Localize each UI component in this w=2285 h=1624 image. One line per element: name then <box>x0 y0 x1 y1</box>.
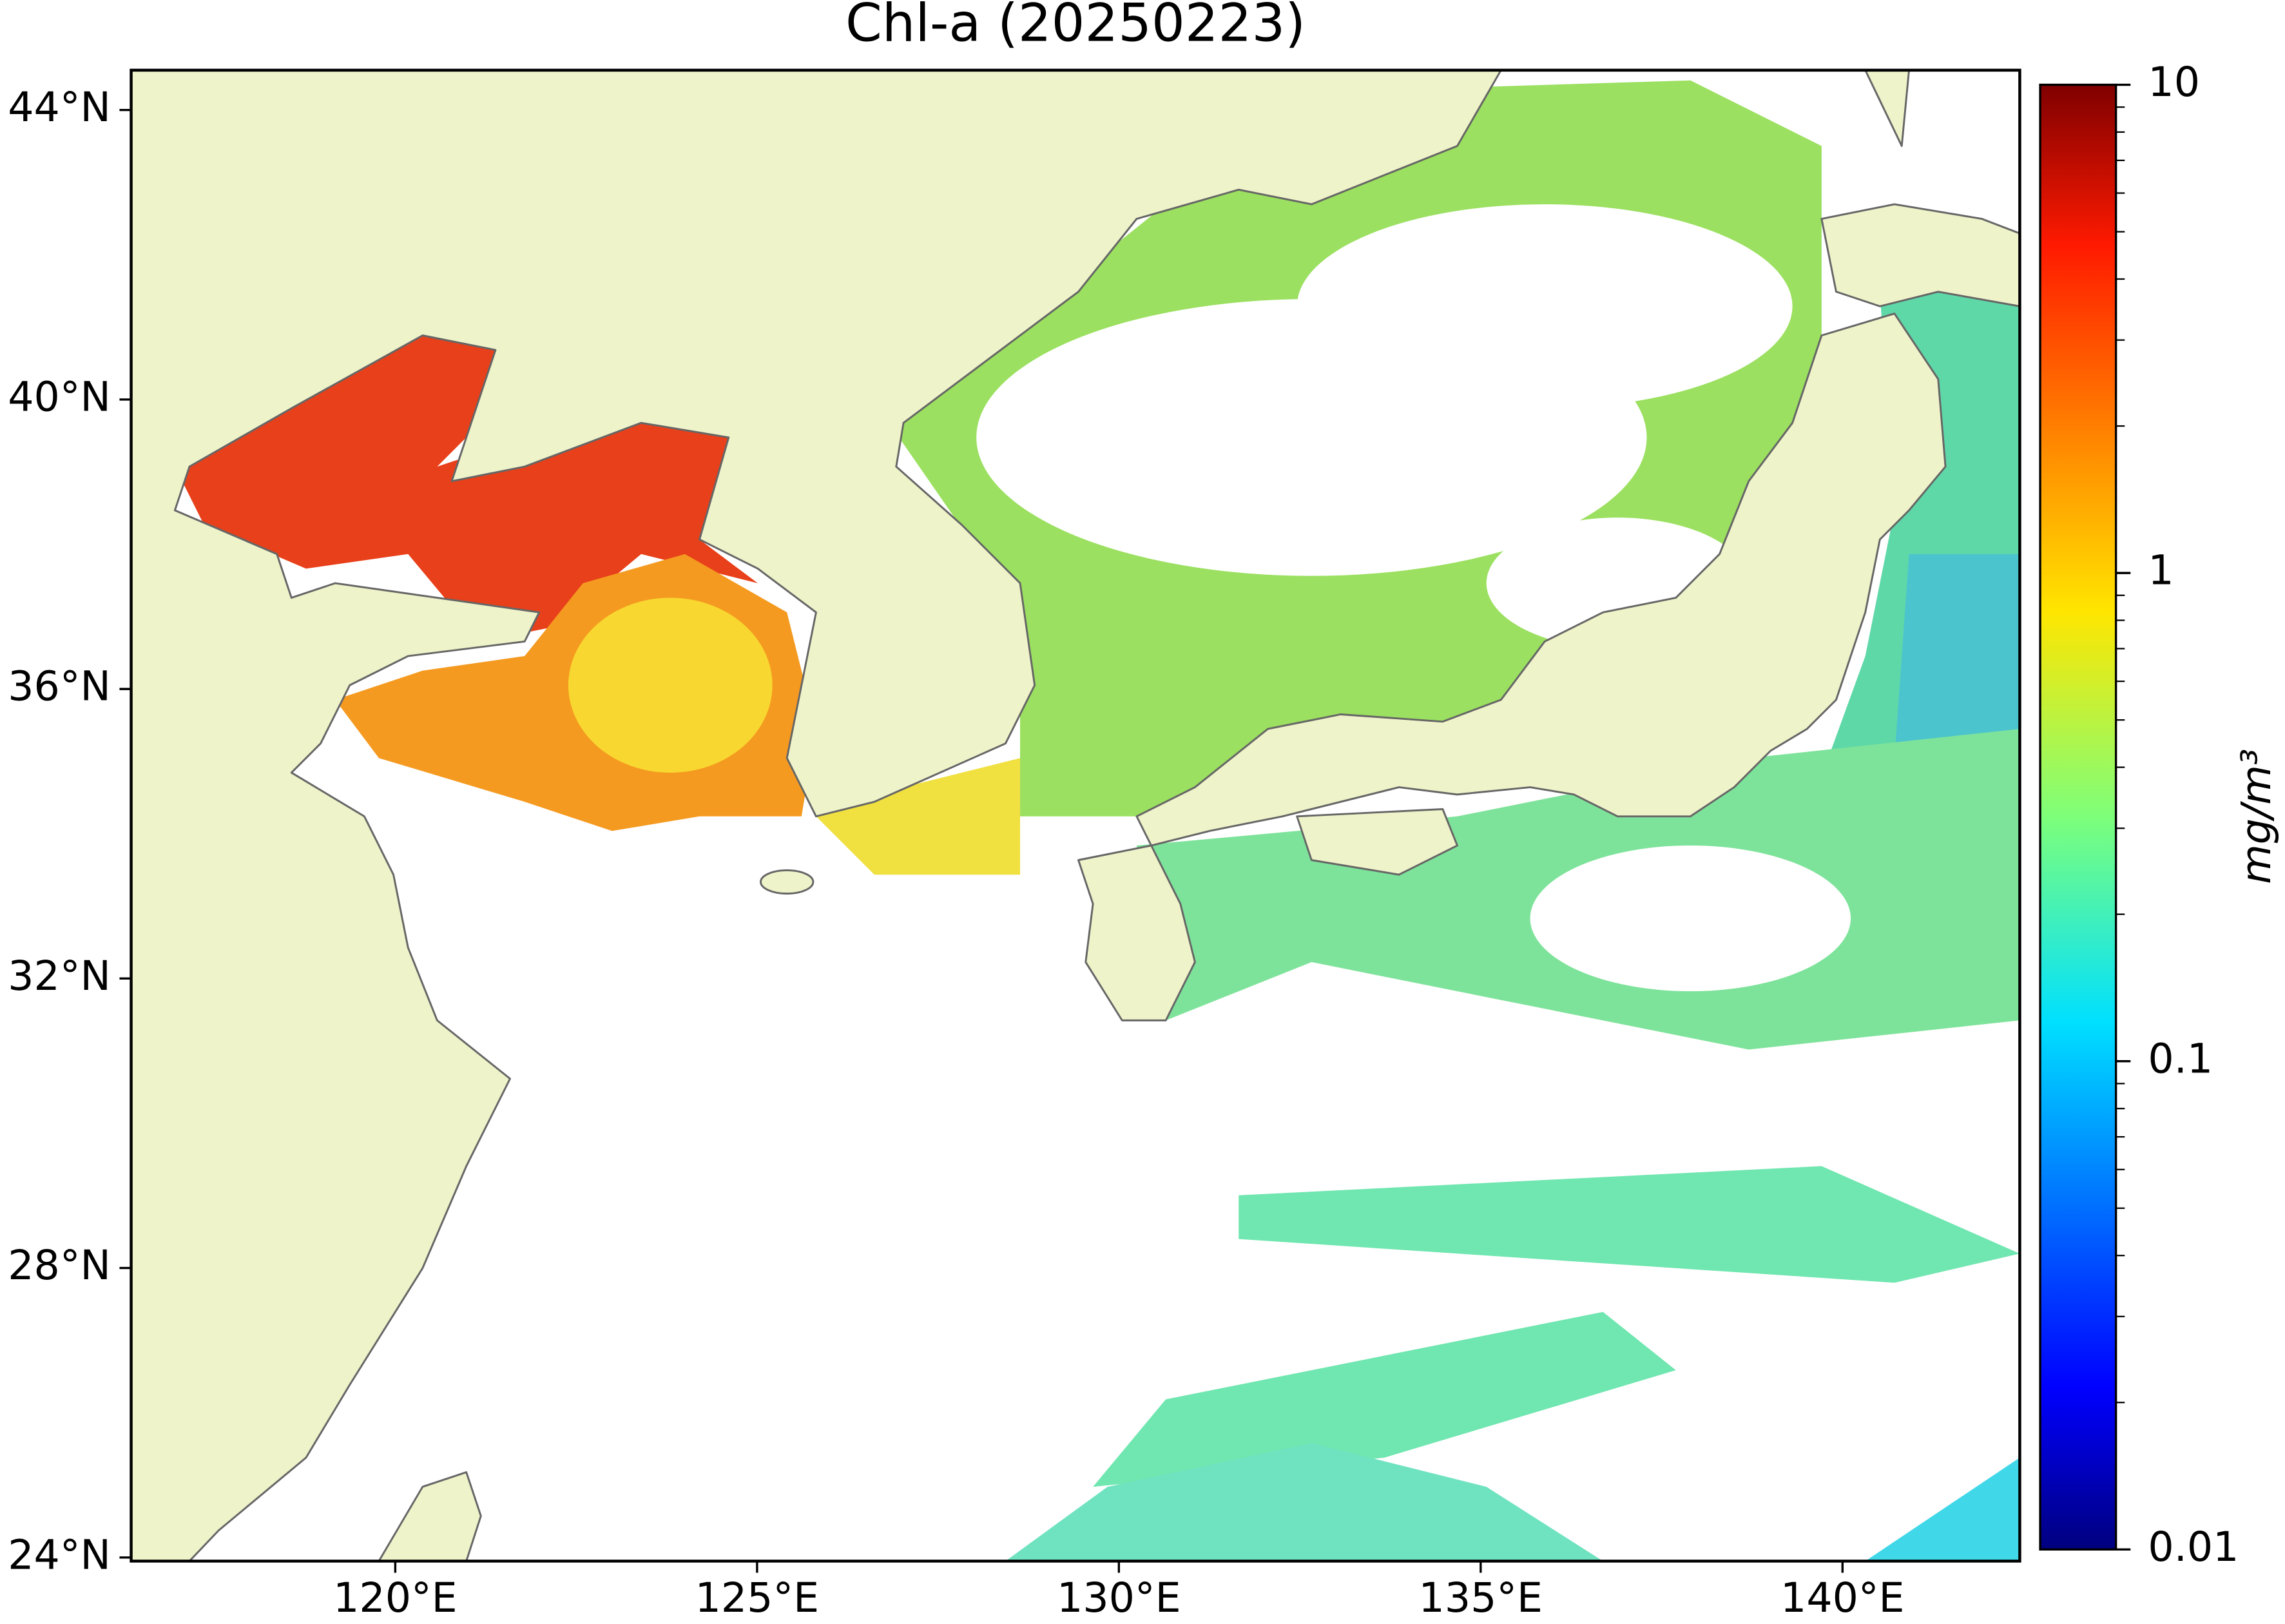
y-tick-label: 28°N <box>8 1241 111 1289</box>
y-tick-label: 40°N <box>8 372 111 420</box>
land <box>760 869 815 895</box>
land <box>1296 808 1458 876</box>
x-tick-label: 125°E <box>695 1574 820 1621</box>
y-tick-label: 36°N <box>8 662 111 710</box>
x-tick-label: 140°E <box>1780 1574 1905 1621</box>
y-tick-label: 44°N <box>8 83 111 131</box>
land <box>1077 844 1196 1021</box>
land <box>1864 70 1911 147</box>
cloud <box>1297 204 1793 409</box>
chl-patch <box>1093 1311 1676 1487</box>
chl-patch <box>1005 1443 1603 1561</box>
colorbar-label: mg/m³ <box>2232 749 2280 884</box>
colorbar-tick-label: 0.1 <box>2148 1034 2213 1082</box>
land <box>131 70 1502 1561</box>
map-area <box>131 70 2020 1561</box>
chl-patch <box>1894 554 2020 788</box>
land <box>378 1471 482 1561</box>
map-frame <box>130 68 2021 1563</box>
land <box>1820 203 2020 307</box>
colorbar-tick-label: 0.01 <box>2148 1523 2239 1571</box>
y-tick-label: 32°N <box>8 952 111 1000</box>
chl-patch <box>568 597 773 773</box>
chl-patch <box>175 335 758 642</box>
colorbar-tick-label: 1 <box>2148 546 2174 594</box>
colorbar-tick-label: 10 <box>2148 58 2200 106</box>
y-tick-label: 24°N <box>8 1531 111 1578</box>
cloud <box>1530 846 1851 992</box>
land <box>1135 313 1947 847</box>
chl-patch <box>1239 1166 2020 1283</box>
x-tick-label: 120°E <box>333 1574 458 1621</box>
x-tick-label: 130°E <box>1057 1574 1181 1621</box>
chl-patch <box>816 758 1021 875</box>
colorbar <box>2039 83 2117 1551</box>
x-tick-label: 135°E <box>1419 1574 1543 1621</box>
map-title: Chl-a (20250223) <box>845 0 1306 54</box>
